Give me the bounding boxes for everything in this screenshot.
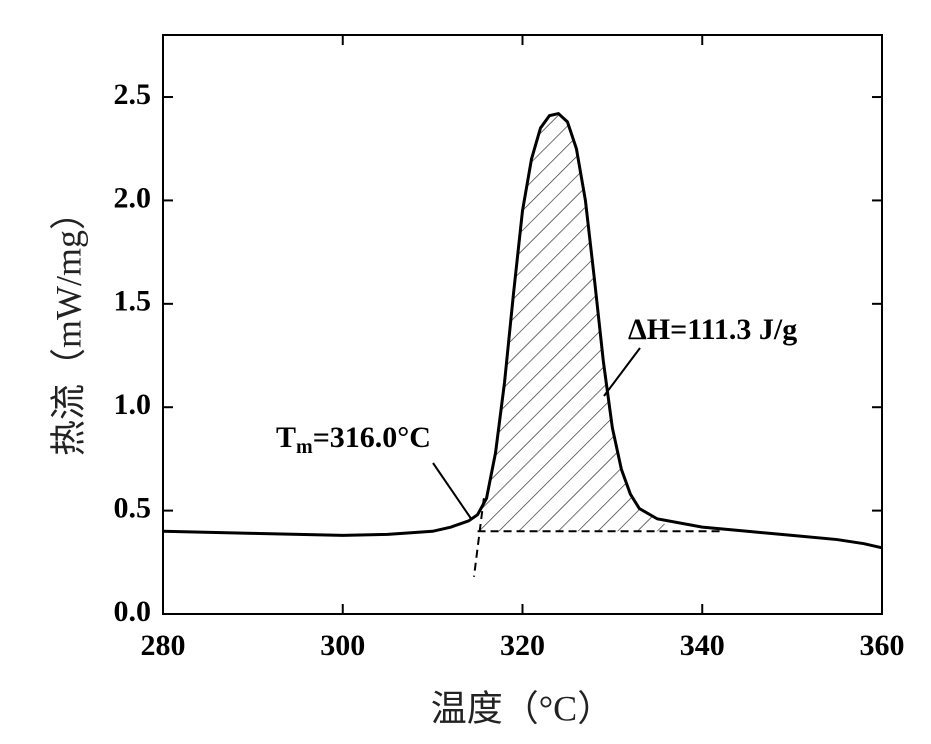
x-tick-label: 320: [500, 629, 545, 662]
y-tick-label: 0.5: [114, 491, 152, 524]
x-tick-label: 340: [680, 629, 725, 662]
enthalpy-label: ΔH=111.3 J/g: [628, 313, 797, 346]
y-tick-label: 1.0: [114, 388, 152, 421]
y-tick-label: 1.5: [114, 285, 152, 318]
y-tick-label: 0.0: [114, 595, 152, 628]
enthalpy-arrow: [604, 348, 640, 396]
onset-label: Tm=316.0°C: [276, 421, 431, 458]
x-axis-label: 温度（°C）: [431, 688, 613, 728]
x-tick-label: 300: [320, 629, 365, 662]
onset-arrow: [433, 463, 472, 520]
y-axis-label: 热流（mW/mg）: [48, 194, 88, 456]
y-tick-label: 2.0: [114, 181, 152, 214]
y-tick-label: 2.5: [114, 78, 152, 111]
x-tick-label: 360: [860, 629, 905, 662]
x-tick-label: 280: [141, 629, 186, 662]
